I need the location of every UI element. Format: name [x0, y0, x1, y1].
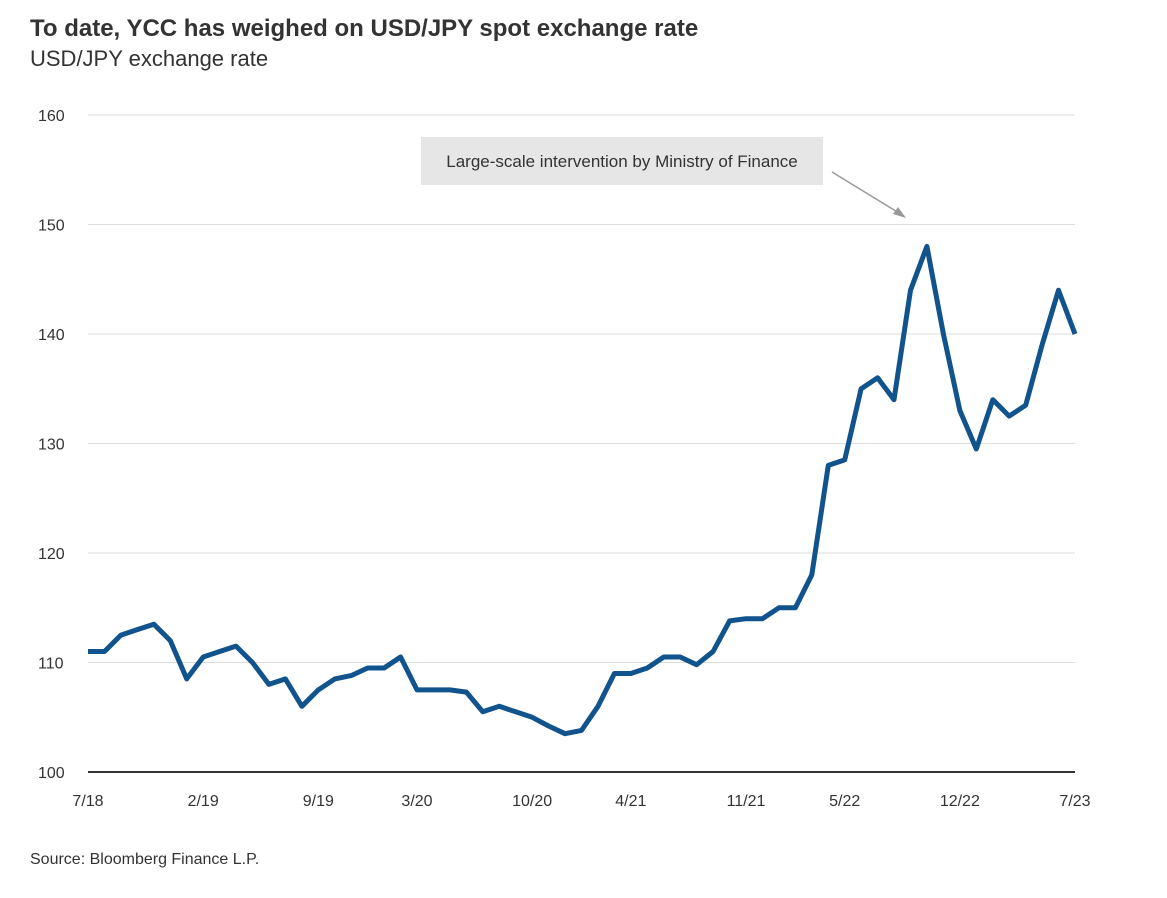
annotation: Large-scale intervention by Ministry of …	[446, 152, 798, 171]
x-tick-label: 3/20	[401, 793, 432, 810]
x-tick-label: 7/18	[72, 793, 103, 810]
x-tick-label: 10/20	[512, 793, 552, 810]
chart-title: To date, YCC has weighed on USD/JPY spot…	[30, 15, 698, 42]
y-tick-label: 100	[38, 765, 65, 782]
y-tick-label: 140	[38, 327, 65, 344]
x-tick-label: 12/22	[940, 793, 980, 810]
arrow-head	[893, 207, 906, 218]
x-tick-label: 5/22	[829, 793, 860, 810]
annotation-arrow	[831, 171, 905, 217]
x-tick-label: 11/21	[727, 793, 766, 810]
x-tick-label: 4/21	[615, 793, 646, 810]
x-tick-label: 9/19	[303, 793, 334, 810]
y-tick-label: 120	[38, 546, 65, 563]
line-series	[88, 243, 1078, 737]
y-tick-label: 110	[38, 656, 64, 673]
chart-subtitle: USD/JPY exchange rate	[30, 46, 268, 71]
y-tick-label: 130	[38, 437, 65, 454]
annotation-box	[421, 137, 823, 185]
y-tick-label: 150	[38, 218, 65, 235]
y-tick-label: 160	[38, 108, 65, 125]
x-tick-label: 7/23	[1059, 793, 1090, 810]
x-tick-label: 2/19	[188, 793, 219, 810]
source: Source: Bloomberg Finance L.P.	[30, 851, 259, 868]
